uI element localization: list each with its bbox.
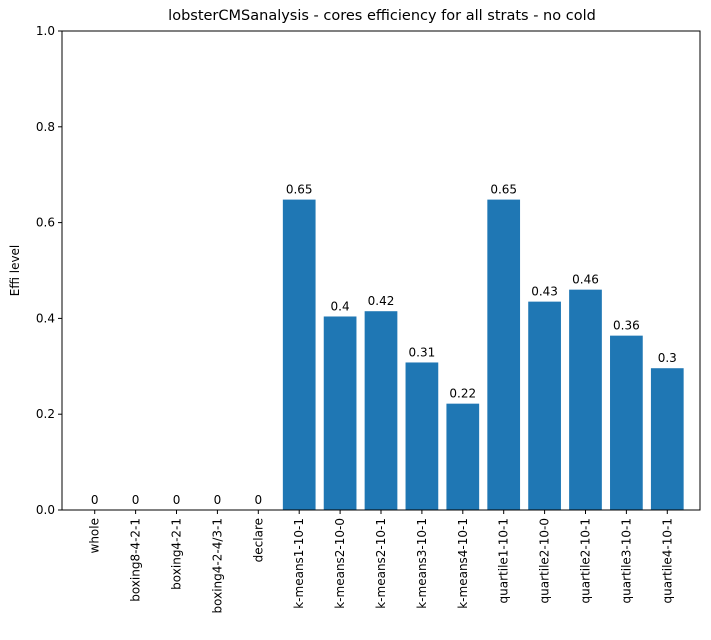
bars-group: [282, 199, 684, 510]
data-label: 0.4: [331, 299, 350, 313]
bar: [282, 199, 316, 510]
chart-title: lobsterCMSanalysis - cores efficiency fo…: [168, 8, 596, 24]
data-labels-group: 0 0 0 0 0 0.65 0.4 0.42 0.31 0.22 0.65 0.43 0.46 0.36…: [91, 183, 677, 507]
x-tick-label: k-means2-10-0: [333, 518, 347, 609]
x-tick-label: quartile1-10-1: [497, 518, 511, 603]
data-label: 0.31: [409, 345, 436, 359]
x-tick-label: k-means3-10-1: [415, 518, 429, 609]
y-tick-label: 0.4: [36, 311, 55, 325]
x-tick-label: boxing8-4-2-1: [129, 518, 143, 602]
bar: [569, 289, 602, 510]
x-axis: whole boxing8-4-2-1 boxing4-2-1 boxing4-2-4…: [88, 510, 674, 613]
bar: [405, 362, 439, 510]
bar: [650, 368, 684, 510]
x-tick-label: whole: [88, 518, 102, 553]
x-tick-label: boxing4-2-4/3-1: [210, 518, 224, 613]
data-label: 0.42: [368, 294, 395, 308]
x-tick-label: k-means1-10-1: [292, 518, 306, 609]
x-tick-label: quartile4-10-1: [660, 518, 674, 603]
data-label: 0.43: [531, 285, 558, 299]
y-axis-label: Effi level: [8, 245, 22, 297]
y-tick-label: 0.6: [36, 216, 55, 230]
data-label: 0: [254, 493, 262, 507]
y-tick-label: 0.0: [36, 503, 55, 517]
plot-frame: [61, 30, 701, 511]
bar: [528, 301, 561, 510]
bar: [610, 335, 643, 510]
data-label: 0.46: [572, 273, 599, 287]
data-label: 0: [173, 493, 181, 507]
x-tick-label: k-means4-10-1: [456, 518, 470, 609]
x-tick-label: quartile3-10-1: [619, 518, 633, 603]
bar: [364, 311, 398, 510]
data-label: 0: [91, 493, 99, 507]
y-tick-label: 0.8: [36, 120, 55, 134]
data-label: 0.65: [490, 183, 517, 197]
bar: [487, 199, 521, 510]
y-tick-label: 0.2: [36, 407, 55, 421]
y-axis: 0.0 0.2 0.4 0.6 0.8 1.0: [36, 24, 62, 517]
x-tick-label: quartile2-10-0: [538, 518, 552, 603]
data-label: 0.65: [286, 183, 313, 197]
data-label: 0.3: [658, 351, 677, 365]
data-label: 0: [214, 493, 222, 507]
data-label: 0.36: [613, 319, 640, 333]
bar: [323, 316, 357, 510]
y-tick-label: 1.0: [36, 24, 55, 38]
x-tick-label: boxing4-2-1: [170, 518, 184, 590]
data-label: 0: [132, 493, 140, 507]
bar: [446, 403, 480, 510]
x-tick-label: declare: [251, 518, 265, 562]
x-tick-label: quartile2-10-1: [578, 518, 592, 603]
data-label: 0.22: [449, 387, 476, 401]
x-tick-label: k-means2-10-1: [374, 518, 388, 609]
